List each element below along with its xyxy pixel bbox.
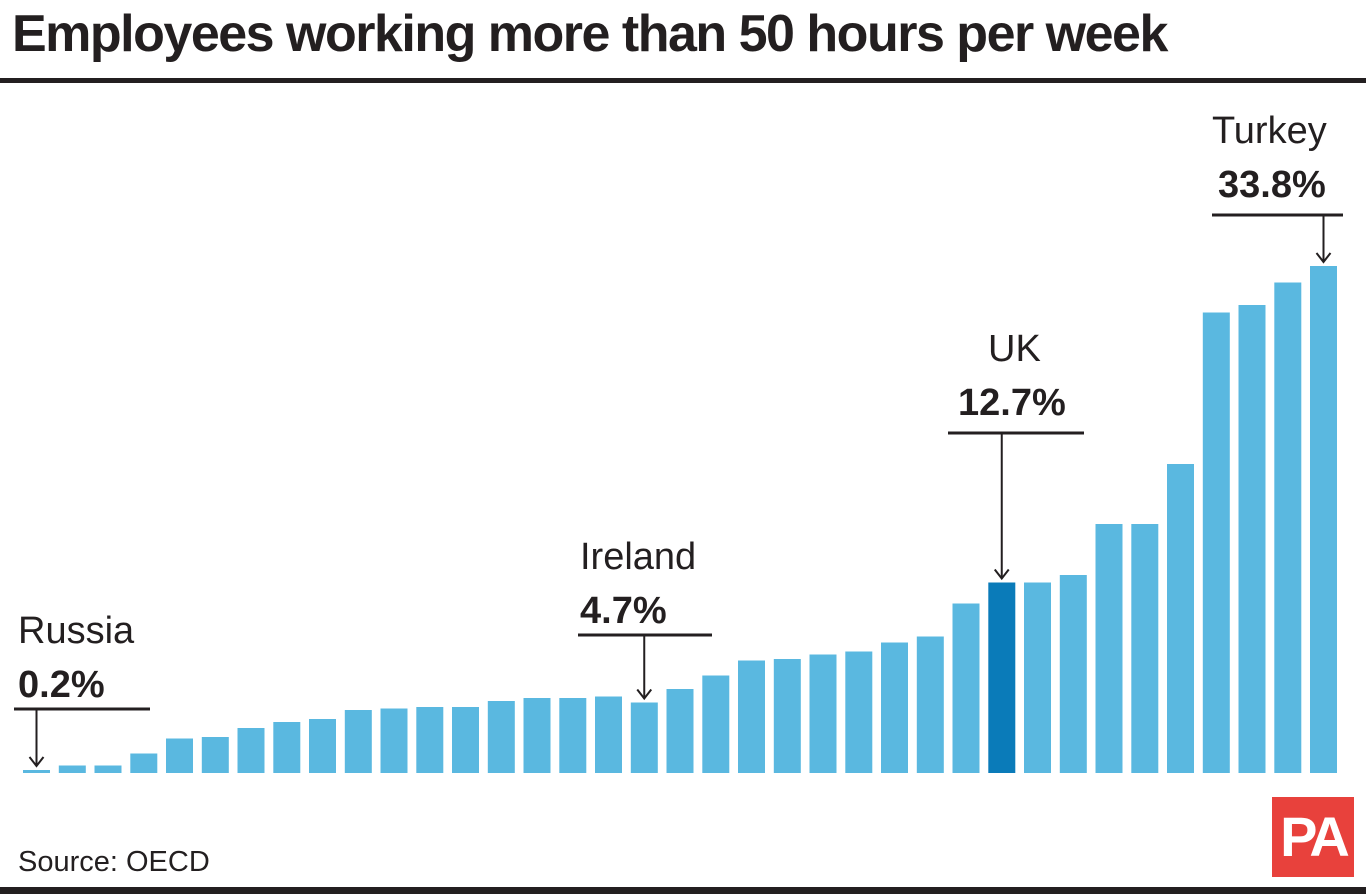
bar [702,675,730,773]
callout-arrowhead [1315,252,1332,264]
callout-value: 12.7% [958,382,1066,424]
bar [166,738,193,773]
bar [738,660,765,773]
callout-russia: Russia 0.2% [14,610,150,768]
callout-name: Turkey [1212,110,1327,152]
chart-title: Employees working more than 50 hours per… [12,5,1168,63]
callout-name: Ireland [580,536,696,578]
callout-name: Russia [18,610,135,652]
bar [630,702,658,773]
callout-arrowhead [993,568,1010,581]
title-divider [0,78,1366,83]
bar [487,701,515,773]
callout-ireland: Ireland 4.7% [578,536,712,701]
bar [1095,524,1123,773]
bar [1059,575,1087,773]
callout-turkey: Turkey 33.8% [1212,110,1343,264]
callout-name: UK [988,328,1041,370]
bar [58,765,86,773]
bar [1238,305,1266,773]
bar [773,659,801,773]
bar [845,651,873,773]
bar [452,707,479,773]
callout-value: 0.2% [18,664,105,706]
bar [237,728,265,773]
bar [94,765,122,773]
bar [1202,312,1230,773]
bar [309,719,336,773]
bar [130,753,158,773]
bar [344,710,372,773]
pa-logo: PA [1272,797,1354,877]
bar [1167,464,1194,773]
bar-highlighted [988,582,1016,773]
bar [952,603,980,773]
bottom-divider [0,887,1366,894]
bar [595,696,622,773]
bar [1310,266,1337,773]
bar [809,654,837,773]
bar [1274,282,1302,773]
source-note: Source: OECD [18,846,210,878]
callout-arrowhead [28,756,45,768]
bar [23,770,50,773]
bar [1024,582,1051,773]
bar [559,698,587,773]
callout-arrowhead [636,688,653,701]
callouts-group: Russia 0.2% Ireland 4.7% UK 12.7% Turkey 33.8% [14,110,1343,768]
bar [916,636,944,773]
bar [201,737,229,773]
callout-value: 4.7% [580,590,667,632]
bars-group [23,266,1337,773]
callout-uk: UK 12.7% [948,328,1084,581]
callout-value: 33.8% [1218,164,1326,206]
bar [881,642,908,773]
bar [273,722,301,773]
bar [416,707,444,773]
bar [380,708,408,773]
bar [1131,524,1159,773]
bar [666,689,694,773]
bar [523,698,551,773]
